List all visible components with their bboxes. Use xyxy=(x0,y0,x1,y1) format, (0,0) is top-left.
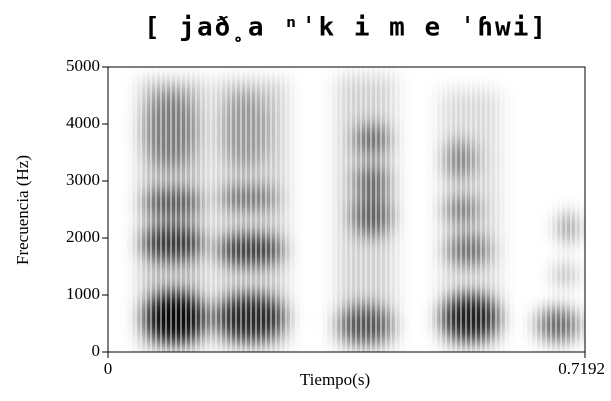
y-axis-label: Frecuencia (Hz) xyxy=(13,155,32,265)
spectrogram xyxy=(108,67,585,352)
chart-title: [ jað̥a ⁿˈk i m e ˈɦwi] xyxy=(144,13,548,43)
x-axis-label: Tiempo(s) xyxy=(300,370,370,389)
y-tick-label: 1000 xyxy=(66,284,100,303)
y-tick-label: 0 xyxy=(92,341,101,360)
plot-frame xyxy=(107,66,586,353)
y-tick-label: 2000 xyxy=(66,227,100,246)
x-tick-label: 0 xyxy=(104,359,113,378)
y-tick-label: 4000 xyxy=(66,113,100,132)
x-tick-label: 0.7192 xyxy=(558,359,605,378)
y-tick-label: 3000 xyxy=(66,170,100,189)
y-tick-label: 5000 xyxy=(66,56,100,75)
